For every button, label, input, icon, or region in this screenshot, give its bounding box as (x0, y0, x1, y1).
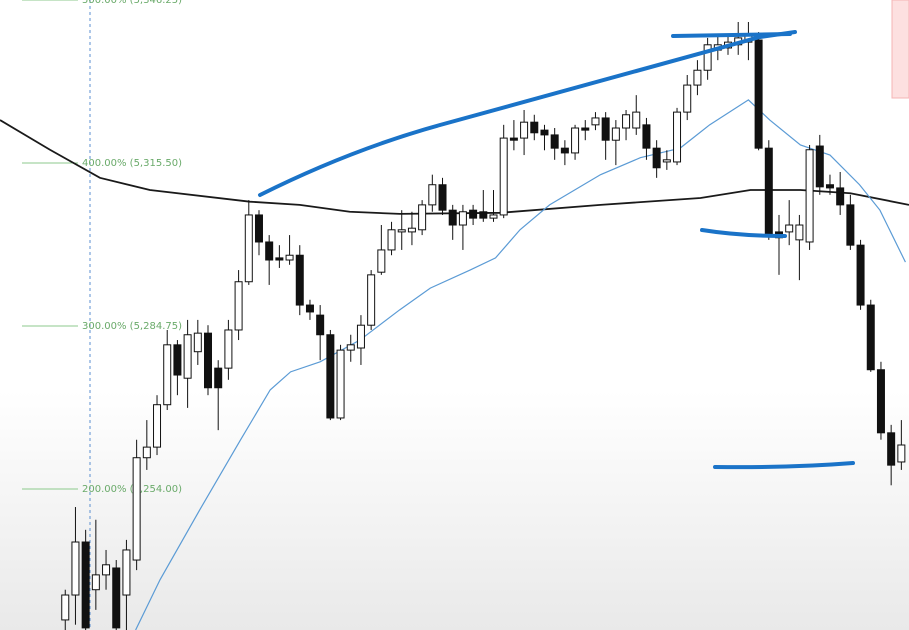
target-line (713, 461, 855, 470)
candle-body (754, 39, 763, 149)
candle-body (204, 332, 213, 389)
candle-body (866, 304, 875, 371)
candle-body (397, 229, 406, 233)
candle-body (591, 117, 600, 126)
candle-body (846, 204, 855, 246)
annotations (258, 30, 855, 470)
moving-average (135, 99, 906, 630)
candle-body (265, 241, 274, 261)
candle-body (418, 204, 427, 231)
candle-body (662, 159, 671, 163)
candle-body (876, 369, 885, 434)
candle-body (887, 432, 896, 466)
candle-body (795, 224, 804, 241)
zone-box (891, 0, 909, 99)
candle-body (499, 137, 508, 216)
candle-body (458, 211, 467, 226)
candle-body (336, 349, 345, 419)
fib-label: 200.00% (5,254.00) (82, 484, 182, 495)
candle-body (377, 249, 386, 273)
candle-body (581, 127, 590, 131)
moving-average (0, 119, 909, 215)
candle-body (805, 149, 814, 243)
candle-body (387, 229, 396, 251)
candle-body (316, 314, 325, 336)
candle-body (183, 334, 192, 379)
fib-label: 400.00% (5,315.50) (82, 158, 182, 169)
candle-body (856, 244, 865, 306)
candle-body (683, 84, 692, 113)
support-line (700, 228, 787, 238)
candle-body (214, 367, 223, 389)
candle-body (448, 209, 457, 226)
candle-body (530, 121, 539, 134)
candle-body (509, 137, 518, 141)
candle-body (652, 147, 661, 169)
candle-body (224, 329, 233, 369)
candle-body (275, 257, 284, 261)
candle-body (346, 344, 355, 351)
candle-body (244, 214, 253, 283)
candle-body (142, 446, 151, 459)
candle-body (295, 254, 304, 306)
candle-body (367, 274, 376, 326)
fib-label: 300.00% (5,284.75) (82, 321, 182, 332)
candle-body (285, 254, 294, 261)
candle-body (438, 184, 447, 211)
candle-body (234, 281, 243, 331)
candle-body (571, 127, 580, 154)
candle-body (836, 187, 845, 206)
candle-body (132, 457, 141, 561)
candle-body (520, 121, 529, 139)
candle-body (71, 541, 80, 596)
candle-body (61, 594, 70, 621)
candle-body (254, 214, 263, 243)
candle-body (428, 184, 437, 206)
candle-body (173, 344, 182, 376)
candle-body (153, 404, 162, 448)
candle-body (642, 124, 651, 149)
candle-body (122, 549, 131, 596)
candle-body (703, 44, 712, 71)
candle-body (91, 574, 100, 591)
candle-body (611, 127, 620, 141)
candle-body (785, 224, 794, 233)
candle-body (673, 111, 682, 163)
candle-body (540, 129, 549, 136)
candle-body (897, 444, 906, 463)
candle-body (632, 111, 641, 129)
candle-body (193, 332, 202, 353)
candle-body (815, 145, 824, 188)
candle-body (163, 344, 172, 406)
candle-body (489, 214, 498, 219)
candle-body (825, 184, 834, 189)
candle-body (764, 147, 773, 236)
candle-body (326, 334, 335, 419)
candle-body (469, 209, 478, 219)
candle-body (102, 564, 111, 576)
candle-body (112, 567, 121, 629)
trend-line (671, 32, 792, 38)
candle-body (479, 211, 488, 219)
candle-body (693, 69, 702, 86)
trend-line (258, 30, 797, 197)
candle-body (305, 304, 314, 313)
candle-body (560, 147, 569, 154)
candle-body (81, 541, 90, 629)
candle-body (407, 227, 416, 233)
fib-label: 500.00% (5,346.25) (82, 0, 182, 6)
candle-body (601, 117, 610, 141)
candle-body (550, 134, 559, 149)
candle-body (356, 324, 365, 349)
candle-body (622, 114, 631, 129)
